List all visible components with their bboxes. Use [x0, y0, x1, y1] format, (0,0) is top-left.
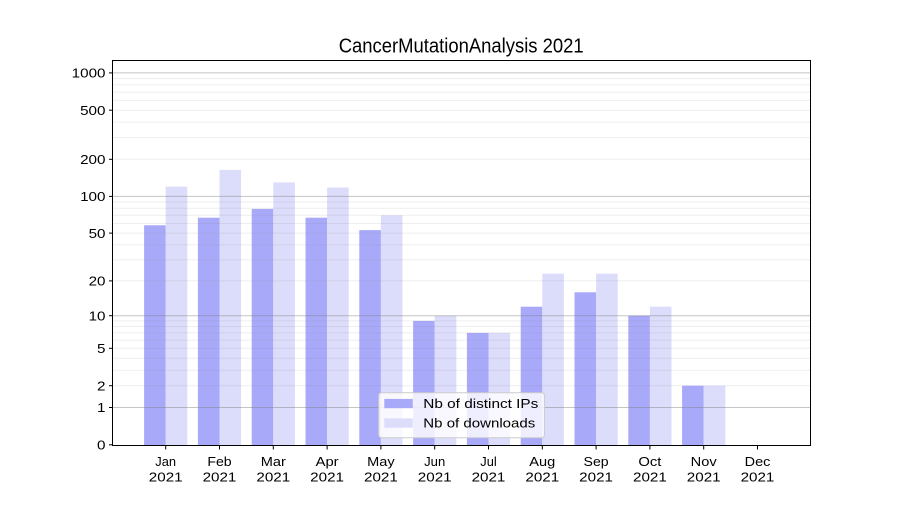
- svg-text:Apr: Apr: [316, 454, 340, 469]
- svg-text:Dec: Dec: [745, 454, 771, 469]
- svg-text:Aug: Aug: [529, 454, 555, 469]
- svg-text:50: 50: [89, 226, 106, 241]
- svg-text:CancerMutationAnalysis 2021: CancerMutationAnalysis 2021: [339, 35, 584, 57]
- svg-text:2021: 2021: [741, 469, 775, 484]
- svg-text:2021: 2021: [633, 469, 667, 484]
- svg-text:2021: 2021: [472, 469, 506, 484]
- svg-text:Mar: Mar: [261, 454, 287, 469]
- svg-text:May: May: [367, 454, 395, 469]
- svg-text:Jul: Jul: [480, 454, 496, 469]
- svg-text:2: 2: [97, 378, 106, 393]
- svg-text:1000: 1000: [72, 66, 106, 81]
- svg-text:Feb: Feb: [207, 454, 231, 469]
- svg-text:2021: 2021: [418, 469, 452, 484]
- svg-text:5: 5: [97, 341, 106, 356]
- svg-text:Jan: Jan: [155, 454, 176, 469]
- svg-text:Nb of distinct IPs: Nb of distinct IPs: [423, 396, 538, 411]
- svg-text:500: 500: [80, 103, 105, 118]
- svg-text:0: 0: [97, 438, 106, 453]
- svg-text:Sep: Sep: [584, 454, 609, 469]
- svg-text:1: 1: [97, 400, 106, 415]
- svg-text:2021: 2021: [687, 469, 721, 484]
- svg-text:200: 200: [80, 152, 105, 167]
- svg-text:2021: 2021: [364, 469, 398, 484]
- svg-text:2021: 2021: [579, 469, 613, 484]
- svg-text:Nb of downloads: Nb of downloads: [423, 415, 535, 430]
- svg-text:2021: 2021: [203, 469, 237, 484]
- svg-text:2021: 2021: [525, 469, 559, 484]
- svg-text:Nov: Nov: [691, 454, 717, 469]
- svg-text:Jun: Jun: [424, 454, 445, 469]
- svg-text:10: 10: [89, 308, 106, 323]
- svg-text:2021: 2021: [149, 469, 183, 484]
- svg-text:20: 20: [89, 274, 106, 289]
- svg-text:2021: 2021: [310, 469, 344, 484]
- svg-text:2021: 2021: [256, 469, 290, 484]
- svg-text:Oct: Oct: [638, 454, 661, 469]
- svg-text:100: 100: [80, 189, 105, 204]
